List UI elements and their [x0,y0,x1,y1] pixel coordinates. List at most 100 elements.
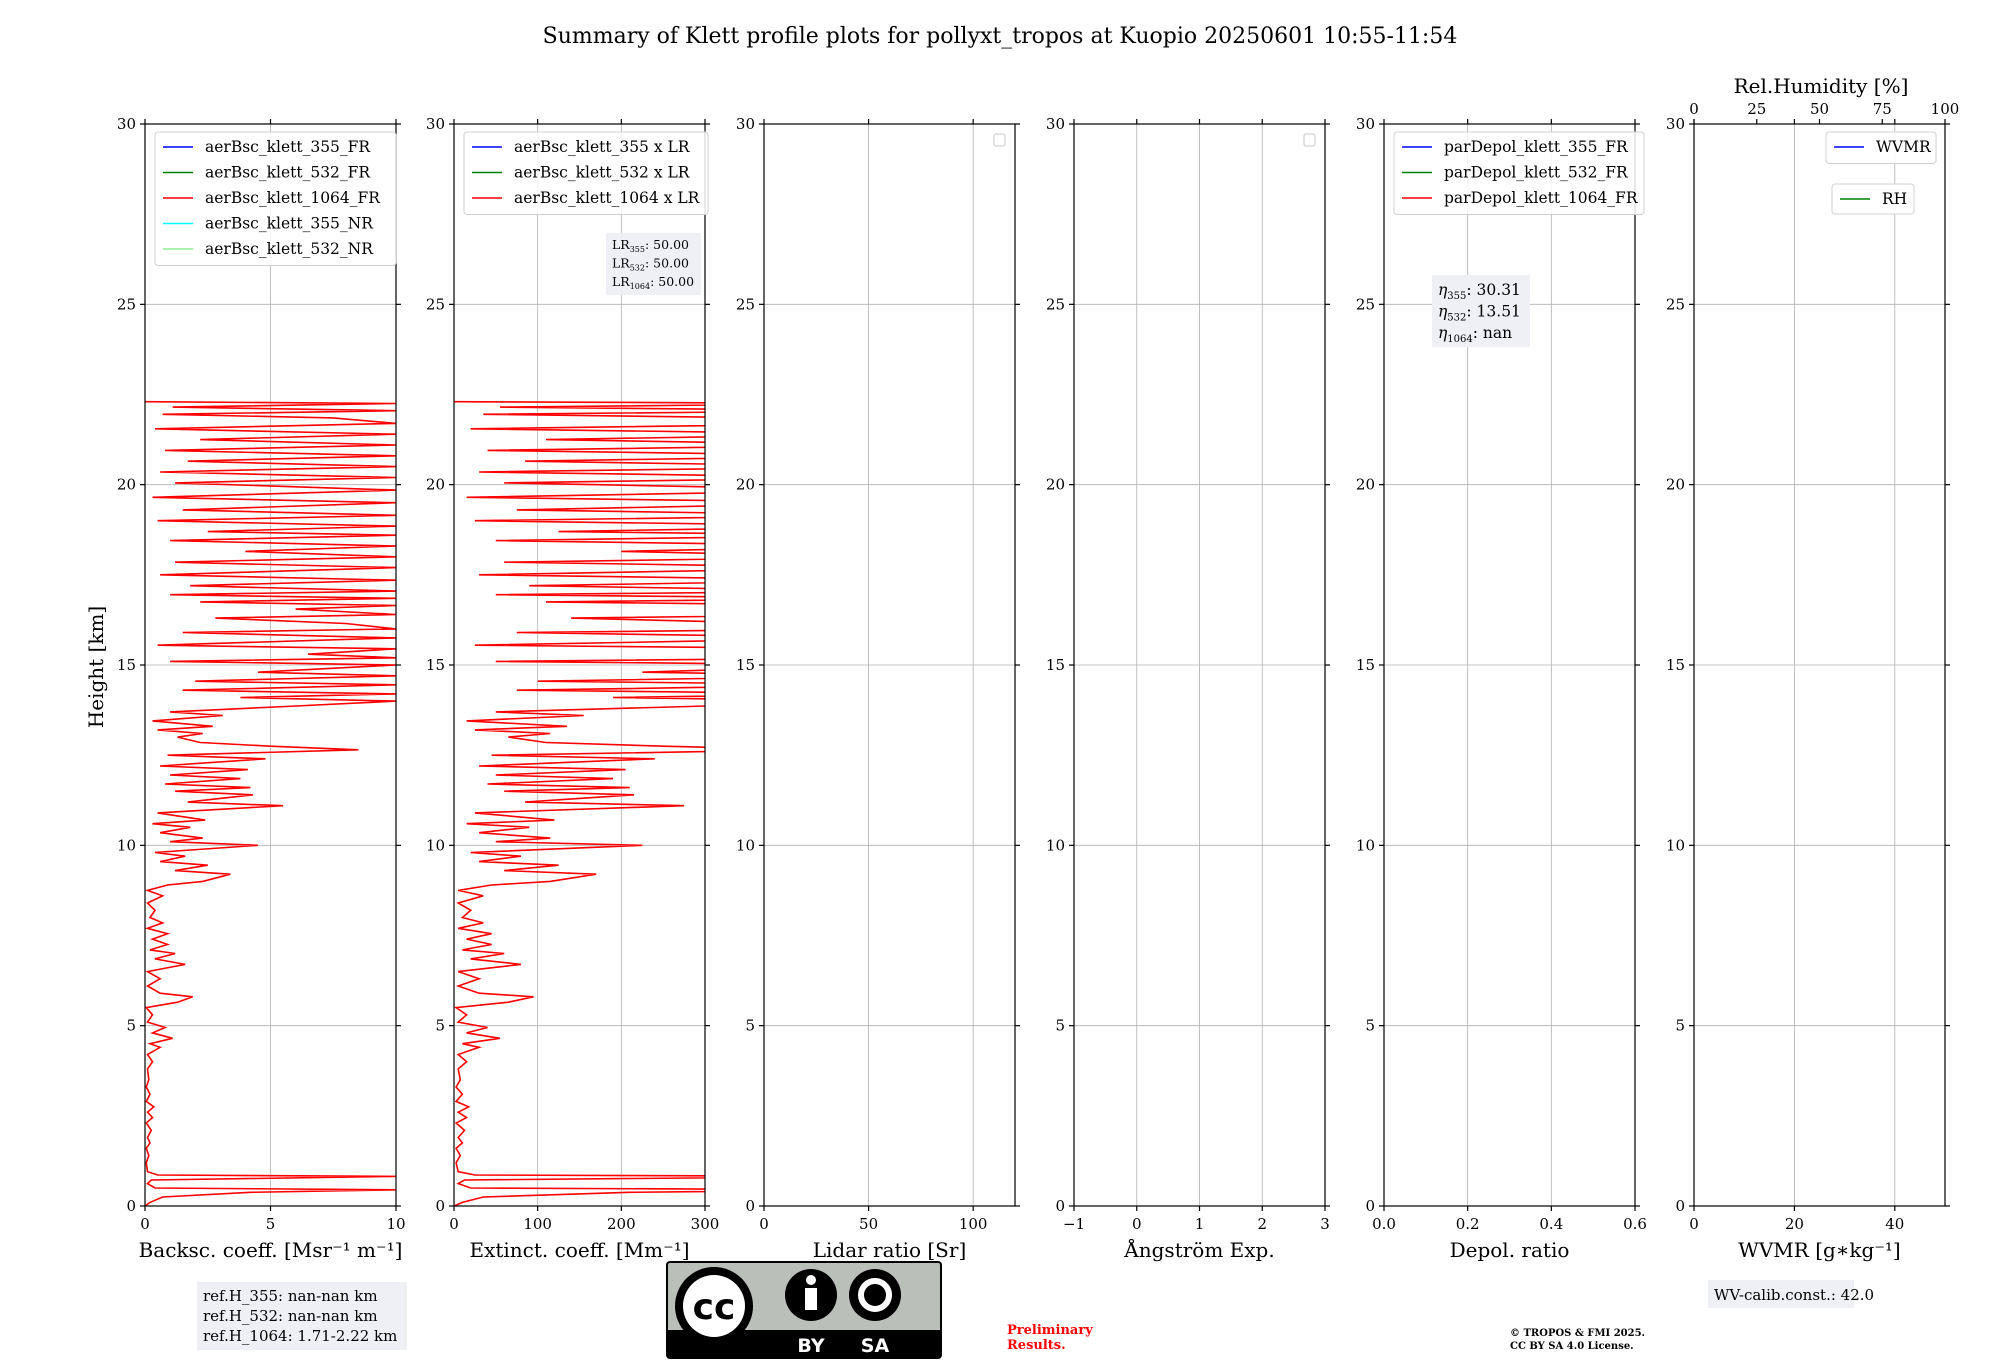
legend-entry: aerBsc_klett_532_FR [205,164,371,182]
series-line-extinction [454,400,705,1206]
preliminary-line2: Results. [1007,1338,1066,1353]
x-tick-label: 0 [140,1215,150,1233]
x-tick-label: 200 [607,1215,636,1233]
y-tick-label: 10 [1356,836,1375,854]
legend-entry: aerBsc_klett_355_FR [205,138,371,156]
lidar-ratio-entry: LR1064: 50.00 [612,274,694,291]
x-tick-label: 2 [1257,1215,1267,1233]
legend2-entry: RH [1882,190,1907,208]
y-tick-label: 25 [736,295,755,313]
x-tick-label: 0.2 [1456,1215,1480,1233]
cc-logo-inner [683,1275,745,1337]
x-tick-label: 10 [386,1215,405,1233]
x-tick-label: 0 [449,1215,459,1233]
top-x-tick-label: 25 [1747,100,1766,118]
cc-logo-text: cc [693,1287,736,1328]
top-x-tick-label: 75 [1873,100,1892,118]
y-tick-label: 5 [1365,1017,1375,1035]
y-tick-label: 5 [126,1017,136,1035]
x-tick-label: 20 [1785,1215,1804,1233]
by-label: BY [797,1335,824,1357]
x-tick-label: 0.4 [1539,1215,1563,1233]
y-tick-label: 10 [1046,836,1065,854]
ref-height-bg [197,1282,407,1350]
legend-box [1825,131,1937,164]
legend-entry: aerBsc_klett_355_NR [205,215,374,233]
ref-height-355: ref.H_355: nan-nan km [203,1287,378,1305]
legend-entry: WVMR [1876,138,1932,156]
y-tick-label: 15 [117,656,136,674]
legend2-box [1831,183,1915,215]
license-badge: cc BY SA [666,1261,942,1359]
y-tick-label: 30 [736,115,755,133]
y-tick-label: 5 [1675,1017,1685,1035]
empty-legend-box [1303,133,1316,147]
top-x-tick-label: 100 [1931,100,1960,118]
ref-height-532: ref.H_532: nan-nan km [203,1307,378,1325]
wv-calib-bg [1708,1280,1854,1308]
y-tick-label: 15 [1356,656,1375,674]
y-tick-label: 0 [126,1197,136,1215]
legend-entry: aerBsc_klett_355 x LR [514,138,691,156]
x-axis-label-extinction: Extinct. coeff. [Mm⁻¹] [469,1238,689,1262]
y-tick-label: 10 [1666,836,1685,854]
x-tick-label: 0 [1132,1215,1142,1233]
x-axis-label-depol: Depol. ratio [1450,1238,1570,1262]
y-tick-label: 0 [435,1197,445,1215]
y-tick-label: 0 [1055,1197,1065,1215]
y-tick-label: 30 [117,115,136,133]
legend-entry: parDepol_klett_532_FR [1444,164,1629,182]
y-tick-label: 25 [426,295,445,313]
x-tick-label: 0 [759,1215,769,1233]
eta-entry: η355: 30.31 [1438,281,1521,302]
y-tick-label: 30 [1666,115,1685,133]
y-tick-label: 10 [117,836,136,854]
y-tick-label: 15 [736,656,755,674]
legend-box [463,131,709,215]
legend-entry: aerBsc_klett_1064_FR [205,189,381,207]
y-tick-label: 25 [1356,295,1375,313]
y-tick-label: 20 [426,476,445,494]
legend-entry: parDepol_klett_1064_FR [1444,189,1639,207]
empty-legend-box [993,133,1006,147]
y-tick-label: 20 [1666,476,1685,494]
lidar-ratio-entry: LR532: 50.00 [612,256,689,273]
x-tick-label: 100 [959,1215,988,1233]
x-tick-label: 5 [266,1215,276,1233]
x-tick-label: 100 [523,1215,552,1233]
lidar-ratio-box [606,233,701,295]
y-tick-label: 30 [1046,115,1065,133]
y-axis-label: Height [km] [84,606,108,728]
y-tick-label: 5 [745,1017,755,1035]
y-tick-label: 0 [1365,1197,1375,1215]
y-tick-label: 10 [736,836,755,854]
by-person-body [805,1288,817,1310]
legend-entry: aerBsc_klett_532_NR [205,240,374,258]
sa-label: SA [861,1335,890,1357]
x-tick-label: 40 [1885,1215,1904,1233]
y-tick-label: 25 [1666,295,1685,313]
y-tick-label: 0 [1675,1197,1685,1215]
y-tick-label: 0 [745,1197,755,1215]
copyright-line1: © TROPOS & FMI 2025. [1510,1328,1645,1339]
figure-title: Summary of Klett profile plots for polly… [543,24,1458,49]
copyright-line2: CC BY SA 4.0 License. [1510,1341,1634,1352]
y-tick-label: 20 [117,476,136,494]
preliminary-line1: Preliminary [1007,1323,1093,1338]
lidar-ratio-entry: LR355: 50.00 [612,237,689,254]
eta-entry: η1064: nan [1438,324,1512,345]
x-tick-label: −1 [1063,1215,1085,1233]
wv-calib-text: WV-calib.const.: 42.0 [1714,1286,1874,1304]
sa-arrow-icon [849,1269,901,1321]
y-tick-label: 5 [1055,1017,1065,1035]
y-tick-label: 15 [1666,656,1685,674]
by-person-head [806,1275,816,1285]
eta-box [1432,275,1530,347]
x-axis-label-lidar-ratio: Lidar ratio [Sr] [813,1238,967,1262]
x-tick-label: 0 [1689,1215,1699,1233]
x-tick-label: 0.0 [1372,1215,1396,1233]
panel-lidar-ratio: 0 5 10 15 20 25 30 0 50 100 Lidar ratio [Sr] [736,115,1020,1262]
